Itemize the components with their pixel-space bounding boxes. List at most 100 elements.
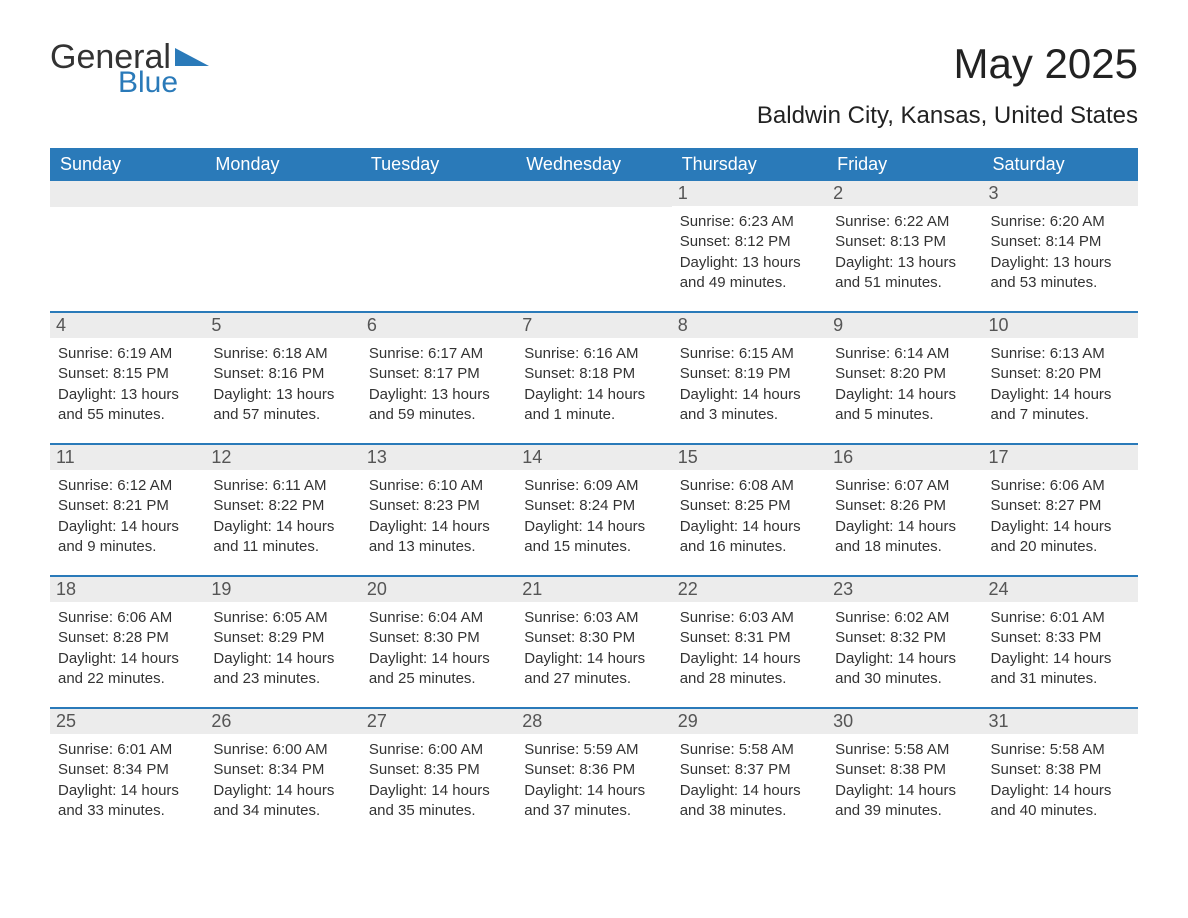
sunset-text: Sunset: 8:32 PM (835, 628, 974, 648)
day-details: Sunrise: 6:15 AMSunset: 8:19 PMDaylight:… (680, 344, 819, 425)
sunset-text: Sunset: 8:38 PM (835, 760, 974, 780)
sunrise-text: Sunrise: 6:03 AM (524, 608, 663, 628)
sunrise-text: Sunrise: 5:58 AM (991, 740, 1130, 760)
day-cell: 1 Sunrise: 6:23 AMSunset: 8:12 PMDaylight… (672, 181, 827, 301)
sunrise-text: Sunrise: 6:22 AM (835, 212, 974, 232)
day-number: 10 (983, 313, 1138, 338)
day-number: 9 (827, 313, 982, 338)
day-number: 26 (205, 709, 360, 734)
week-row: 1 Sunrise: 6:23 AMSunset: 8:12 PMDaylight… (50, 181, 1138, 301)
sunrise-text: Sunrise: 6:16 AM (524, 344, 663, 364)
daylight-text: Daylight: 13 hours and 51 minutes. (835, 253, 974, 294)
weekday-label: Sunday (50, 148, 205, 181)
day-details: Sunrise: 5:58 AMSunset: 8:38 PMDaylight:… (991, 740, 1130, 821)
sunrise-text: Sunrise: 6:10 AM (369, 476, 508, 496)
day-details: Sunrise: 6:16 AMSunset: 8:18 PMDaylight:… (524, 344, 663, 425)
day-cell: 3Sunrise: 6:20 AMSunset: 8:14 PMDaylight… (983, 181, 1138, 301)
day-details: Sunrise: 6:01 AMSunset: 8:33 PMDaylight:… (991, 608, 1130, 689)
day-cell: 24Sunrise: 6:01 AMSunset: 8:33 PMDayligh… (983, 577, 1138, 697)
day-number: 29 (672, 709, 827, 734)
weekday-label: Thursday (672, 148, 827, 181)
sunset-text: Sunset: 8:23 PM (369, 496, 508, 516)
day-number: 14 (516, 445, 671, 470)
day-details: Sunrise: 6:05 AMSunset: 8:29 PMDaylight:… (213, 608, 352, 689)
day-number: 4 (50, 313, 205, 338)
week-row: 18Sunrise: 6:06 AMSunset: 8:28 PMDayligh… (50, 575, 1138, 697)
sunset-text: Sunset: 8:22 PM (213, 496, 352, 516)
day-details: Sunrise: 6:01 AMSunset: 8:34 PMDaylight:… (58, 740, 197, 821)
day-number: 1 (672, 181, 827, 206)
sunset-text: Sunset: 8:16 PM (213, 364, 352, 384)
day-number: 23 (827, 577, 982, 602)
daylight-text: Daylight: 13 hours and 49 minutes. (680, 253, 819, 294)
sunrise-text: Sunrise: 6:03 AM (680, 608, 819, 628)
day-cell: 22Sunrise: 6:03 AMSunset: 8:31 PMDayligh… (672, 577, 827, 697)
day-number: 12 (205, 445, 360, 470)
weekday-header: SundayMondayTuesdayWednesdayThursdayFrid… (50, 148, 1138, 181)
day-number: 3 (983, 181, 1138, 206)
sunrise-text: Sunrise: 6:02 AM (835, 608, 974, 628)
day-details: Sunrise: 6:00 AMSunset: 8:35 PMDaylight:… (369, 740, 508, 821)
sunset-text: Sunset: 8:18 PM (524, 364, 663, 384)
sunrise-text: Sunrise: 6:00 AM (213, 740, 352, 760)
sunrise-text: Sunrise: 6:08 AM (680, 476, 819, 496)
empty-cell (50, 181, 205, 301)
day-cell: 9Sunrise: 6:14 AMSunset: 8:20 PMDaylight… (827, 313, 982, 433)
sunset-text: Sunset: 8:35 PM (369, 760, 508, 780)
week-row: 11Sunrise: 6:12 AMSunset: 8:21 PMDayligh… (50, 443, 1138, 565)
sunset-text: Sunset: 8:33 PM (991, 628, 1130, 648)
sunrise-text: Sunrise: 6:00 AM (369, 740, 508, 760)
sunset-text: Sunset: 8:14 PM (991, 232, 1130, 252)
sunset-text: Sunset: 8:25 PM (680, 496, 819, 516)
calendar: SundayMondayTuesdayWednesdayThursdayFrid… (50, 148, 1138, 829)
day-details: Sunrise: 6:03 AMSunset: 8:30 PMDaylight:… (524, 608, 663, 689)
daylight-text: Daylight: 13 hours and 53 minutes. (991, 253, 1130, 294)
day-details: Sunrise: 5:59 AMSunset: 8:36 PMDaylight:… (524, 740, 663, 821)
day-number: 19 (205, 577, 360, 602)
daylight-text: Daylight: 14 hours and 7 minutes. (991, 385, 1130, 426)
day-cell: 17 Sunrise: 6:06 AMSunset: 8:27 PMDayligh… (983, 445, 1138, 565)
title-block: May 2025 Baldwin City, Kansas, United St… (757, 40, 1138, 130)
sunset-text: Sunset: 8:30 PM (369, 628, 508, 648)
daylight-text: Daylight: 14 hours and 23 minutes. (213, 649, 352, 690)
daylight-text: Daylight: 14 hours and 28 minutes. (680, 649, 819, 690)
day-number: 22 (672, 577, 827, 602)
weekday-label: Tuesday (361, 148, 516, 181)
empty-cell (516, 181, 671, 301)
daylight-text: Daylight: 14 hours and 30 minutes. (835, 649, 974, 690)
weekday-label: Monday (205, 148, 360, 181)
daylight-text: Daylight: 14 hours and 39 minutes. (835, 781, 974, 822)
day-details: Sunrise: 5:58 AMSunset: 8:38 PMDaylight:… (835, 740, 974, 821)
sunset-text: Sunset: 8:28 PM (58, 628, 197, 648)
day-cell: 26Sunrise: 6:00 AMSunset: 8:34 PMDayligh… (205, 709, 360, 829)
daylight-text: Daylight: 14 hours and 33 minutes. (58, 781, 197, 822)
day-details: Sunrise: 6:02 AMSunset: 8:32 PMDaylight:… (835, 608, 974, 689)
day-cell: 29Sunrise: 5:58 AMSunset: 8:37 PMDayligh… (672, 709, 827, 829)
day-details: Sunrise: 6:23 AMSunset: 8:12 PMDaylight:… (680, 212, 819, 293)
daylight-text: Daylight: 14 hours and 27 minutes. (524, 649, 663, 690)
daylight-text: Daylight: 14 hours and 11 minutes. (213, 517, 352, 558)
day-cell: 18Sunrise: 6:06 AMSunset: 8:28 PMDayligh… (50, 577, 205, 697)
day-number: 11 (50, 445, 205, 470)
day-number: 31 (983, 709, 1138, 734)
day-details: Sunrise: 6:09 AMSunset: 8:24 PMDaylight:… (524, 476, 663, 557)
day-details: Sunrise: 6:17 AMSunset: 8:17 PMDaylight:… (369, 344, 508, 425)
weekday-label: Saturday (983, 148, 1138, 181)
sunset-text: Sunset: 8:30 PM (524, 628, 663, 648)
sunset-text: Sunset: 8:15 PM (58, 364, 197, 384)
sunrise-text: Sunrise: 6:14 AM (835, 344, 974, 364)
day-cell: 11Sunrise: 6:12 AMSunset: 8:21 PMDayligh… (50, 445, 205, 565)
sunset-text: Sunset: 8:20 PM (991, 364, 1130, 384)
daylight-text: Daylight: 14 hours and 15 minutes. (524, 517, 663, 558)
location: Baldwin City, Kansas, United States (757, 102, 1138, 130)
sunrise-text: Sunrise: 5:58 AM (680, 740, 819, 760)
day-number: 17 (983, 445, 1138, 470)
week-row: 4Sunrise: 6:19 AMSunset: 8:15 PMDaylight… (50, 311, 1138, 433)
sunset-text: Sunset: 8:29 PM (213, 628, 352, 648)
day-details: Sunrise: 6:18 AMSunset: 8:16 PMDaylight:… (213, 344, 352, 425)
sunset-text: Sunset: 8:24 PM (524, 496, 663, 516)
day-cell: 7Sunrise: 6:16 AMSunset: 8:18 PMDaylight… (516, 313, 671, 433)
day-number: 21 (516, 577, 671, 602)
sunrise-text: Sunrise: 6:15 AM (680, 344, 819, 364)
day-details: Sunrise: 6:06 AMSunset: 8:27 PMDaylight:… (991, 476, 1130, 557)
